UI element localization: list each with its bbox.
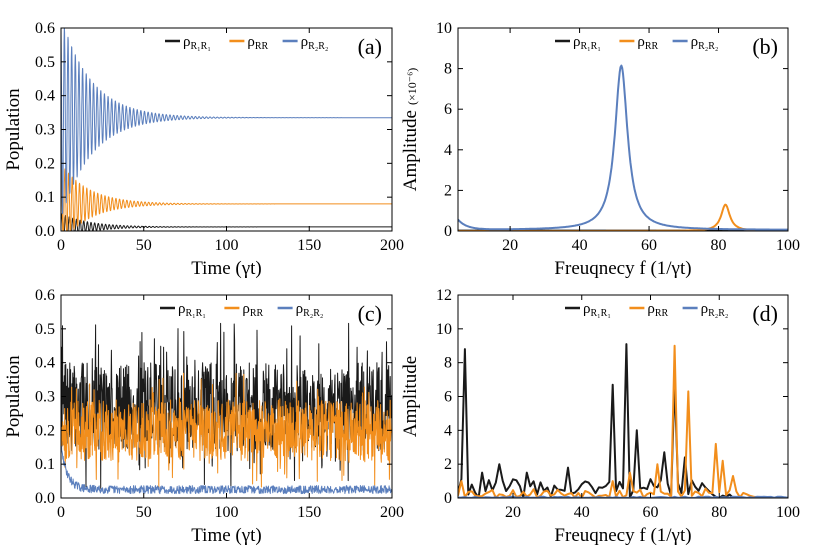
y-tick-label: 0.1 — [35, 189, 55, 206]
y-tick-label: 0.1 — [35, 456, 55, 473]
panel-label: (c) — [358, 301, 382, 326]
series-line-2 — [458, 203, 788, 231]
panel-a: 0 50 100 150 200 0.0 0.1 0.2 0.3 0.4 0.5 0.6 Time (γ… — [3, 20, 404, 279]
y-tick-label: 0.5 — [35, 54, 55, 71]
legend-entry: ρRR — [647, 301, 668, 319]
legend-entry: ρR₂R₂ — [296, 301, 324, 319]
x-tick-label: 0 — [57, 237, 65, 254]
y-axis-label: Amplitude — [400, 356, 421, 437]
legend: ρR₁R₁ ρRR ρR₂R₂ — [165, 34, 328, 52]
x-tick-label: 20 — [505, 504, 521, 521]
legend-entry: ρR₂R₂ — [701, 301, 729, 319]
legend-entry: ρR₁R₁ — [583, 301, 611, 319]
plot-area — [458, 64, 788, 231]
x-tick-label: 40 — [574, 504, 590, 521]
x-tick-label: 150 — [297, 237, 321, 254]
x-tick-label: 50 — [136, 504, 152, 521]
y-axis-label: Population — [3, 355, 24, 438]
y-tick-label: 12 — [436, 287, 452, 304]
y-tick-label: 6 — [444, 389, 452, 406]
y-tick-label: 10 — [436, 321, 452, 338]
y-tick-label: 4 — [444, 422, 452, 439]
panel-label: (b) — [752, 34, 778, 59]
x-tick-label: 150 — [297, 504, 321, 521]
x-tick-label: 100 — [215, 504, 239, 521]
legend: ρR₁R₁ ρRR ρR₂R₂ — [565, 301, 728, 319]
x-axis-label: Time (γt) — [191, 525, 262, 546]
y-tick-label: 0.6 — [35, 20, 55, 37]
x-tick-label: 200 — [380, 504, 404, 521]
y-axis-unit: (×10⁻⁶) — [405, 68, 419, 105]
y-tick-label: 0.2 — [35, 422, 55, 439]
panel-label: (a) — [358, 34, 382, 59]
plot-area — [458, 343, 788, 498]
plot-frame — [457, 27, 789, 232]
x-axis-label: Freuqnecy f (1/γt) — [554, 258, 691, 279]
y-tick-label: 2 — [444, 182, 452, 199]
y-axis-label: Population — [3, 88, 24, 171]
x-tick-label: 80 — [711, 237, 727, 254]
y-tick-label: 0.2 — [35, 155, 55, 172]
x-tick-label: 20 — [502, 237, 518, 254]
y-tick-label: 10 — [436, 20, 452, 37]
legend: ρR₁R₁ ρRR ρR₂R₂ — [160, 301, 323, 319]
x-tick-label: 100 — [776, 237, 800, 254]
y-tick-label: 0.3 — [35, 122, 55, 139]
legend-entry: ρR₁R₁ — [178, 301, 206, 319]
y-tick-label: 2 — [444, 456, 452, 473]
series-line-3 — [61, 445, 392, 495]
panel-label: (d) — [752, 301, 778, 326]
plot-area — [61, 28, 392, 231]
x-tick-label: 60 — [641, 237, 657, 254]
legend-entry: ρRR — [247, 34, 268, 52]
y-tick-label: 0.4 — [35, 88, 55, 105]
legend-entry: ρR₂R₂ — [691, 34, 719, 52]
x-tick-label: 60 — [643, 504, 659, 521]
y-tick-label: 0.3 — [35, 389, 55, 406]
plot-area — [61, 322, 392, 495]
legend: ρR₁R₁ ρRR ρR₂R₂ — [555, 34, 718, 52]
x-axis-label: Time (γt) — [191, 258, 262, 279]
legend-entry: ρRR — [242, 301, 263, 319]
x-tick-label: 40 — [572, 237, 588, 254]
x-tick-label: 50 — [136, 237, 152, 254]
legend-entry: ρR₂R₂ — [301, 34, 329, 52]
x-axis-label: Freuqnecy f (1/γt) — [554, 525, 691, 546]
x-tick-label: 100 — [215, 237, 239, 254]
y-tick-label: 0.6 — [35, 287, 55, 304]
y-axis-label: Amplitude(×10⁻⁶) — [400, 68, 421, 192]
series-line-3 — [458, 64, 788, 231]
x-tick-label: 0 — [57, 504, 65, 521]
legend-entry: ρRR — [637, 34, 658, 52]
y-tick-label: 0.4 — [35, 355, 55, 372]
y-tick-label: 4 — [444, 142, 452, 159]
panel-c: 0 50 100 150 200 0.0 0.1 0.2 0.3 0.4 0.5 0.6 Time (γ… — [3, 287, 404, 546]
y-tick-label: 0.0 — [35, 223, 55, 240]
y-tick-label: 8 — [444, 61, 452, 78]
y-tick-label: 0 — [444, 490, 452, 507]
panel-d: 20 40 60 80 100 0 2 4 6 8 10 12 Freuqnecy f (1/γt) Am… — [400, 287, 800, 546]
y-tick-label: 8 — [444, 355, 452, 372]
x-tick-label: 100 — [776, 504, 800, 521]
y-tick-label: 6 — [444, 101, 452, 118]
y-tick-label: 0.0 — [35, 490, 55, 507]
legend-entry: ρR₁R₁ — [183, 34, 211, 52]
series-line-2 — [61, 163, 392, 231]
y-tick-label: 0 — [444, 223, 452, 240]
legend-entry: ρR₁R₁ — [573, 34, 601, 52]
panel-b: 20 40 60 80 100 0 2 4 6 8 10 Freuqnecy f (1/γt) Ampl… — [400, 20, 800, 279]
series-line-3 — [61, 28, 392, 215]
series-line-1 — [458, 343, 788, 498]
series-line-2 — [61, 372, 392, 489]
x-tick-label: 200 — [380, 237, 404, 254]
x-tick-label: 80 — [711, 504, 727, 521]
y-tick-label: 0.5 — [35, 321, 55, 338]
